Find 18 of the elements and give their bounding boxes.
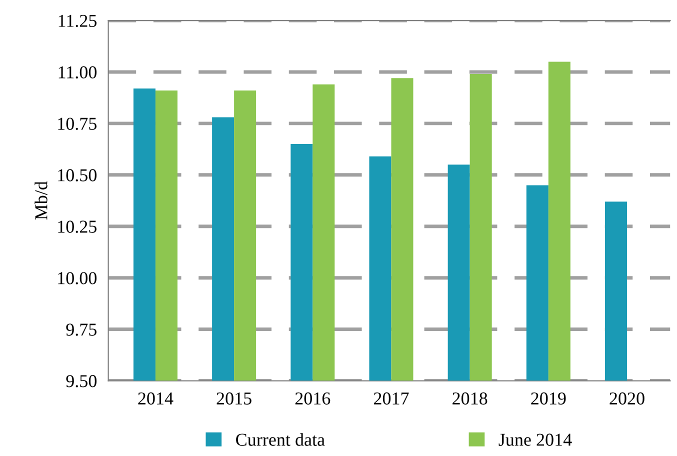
x-tick-label: 2014 (138, 392, 174, 405)
y-tick-label: 10.25 (58, 220, 97, 233)
x-tick-label: 2016 (295, 392, 330, 405)
y-tick-label: 11.00 (58, 66, 97, 79)
legend-label: Current data (236, 433, 325, 446)
legend-label: June 2014 (498, 434, 572, 446)
y-tick-label: 10.00 (58, 272, 97, 284)
x-tick-label: 2017 (374, 392, 409, 405)
y-tick-label: 9.75 (66, 324, 97, 336)
x-tick-label: 2019 (531, 392, 566, 405)
y-tick-label: 10.50 (58, 169, 97, 182)
x-tick-label: 2015 (216, 392, 252, 405)
y-tick-label: 10.75 (58, 118, 97, 130)
x-tick-label: 2020 (610, 392, 644, 405)
x-tick-label: 2018 (452, 392, 488, 405)
y-tick-label: 11.25 (58, 14, 97, 28)
y-axis-title: Mb/d (34, 181, 48, 220)
y-tick-label: 9.50 (66, 375, 97, 388)
